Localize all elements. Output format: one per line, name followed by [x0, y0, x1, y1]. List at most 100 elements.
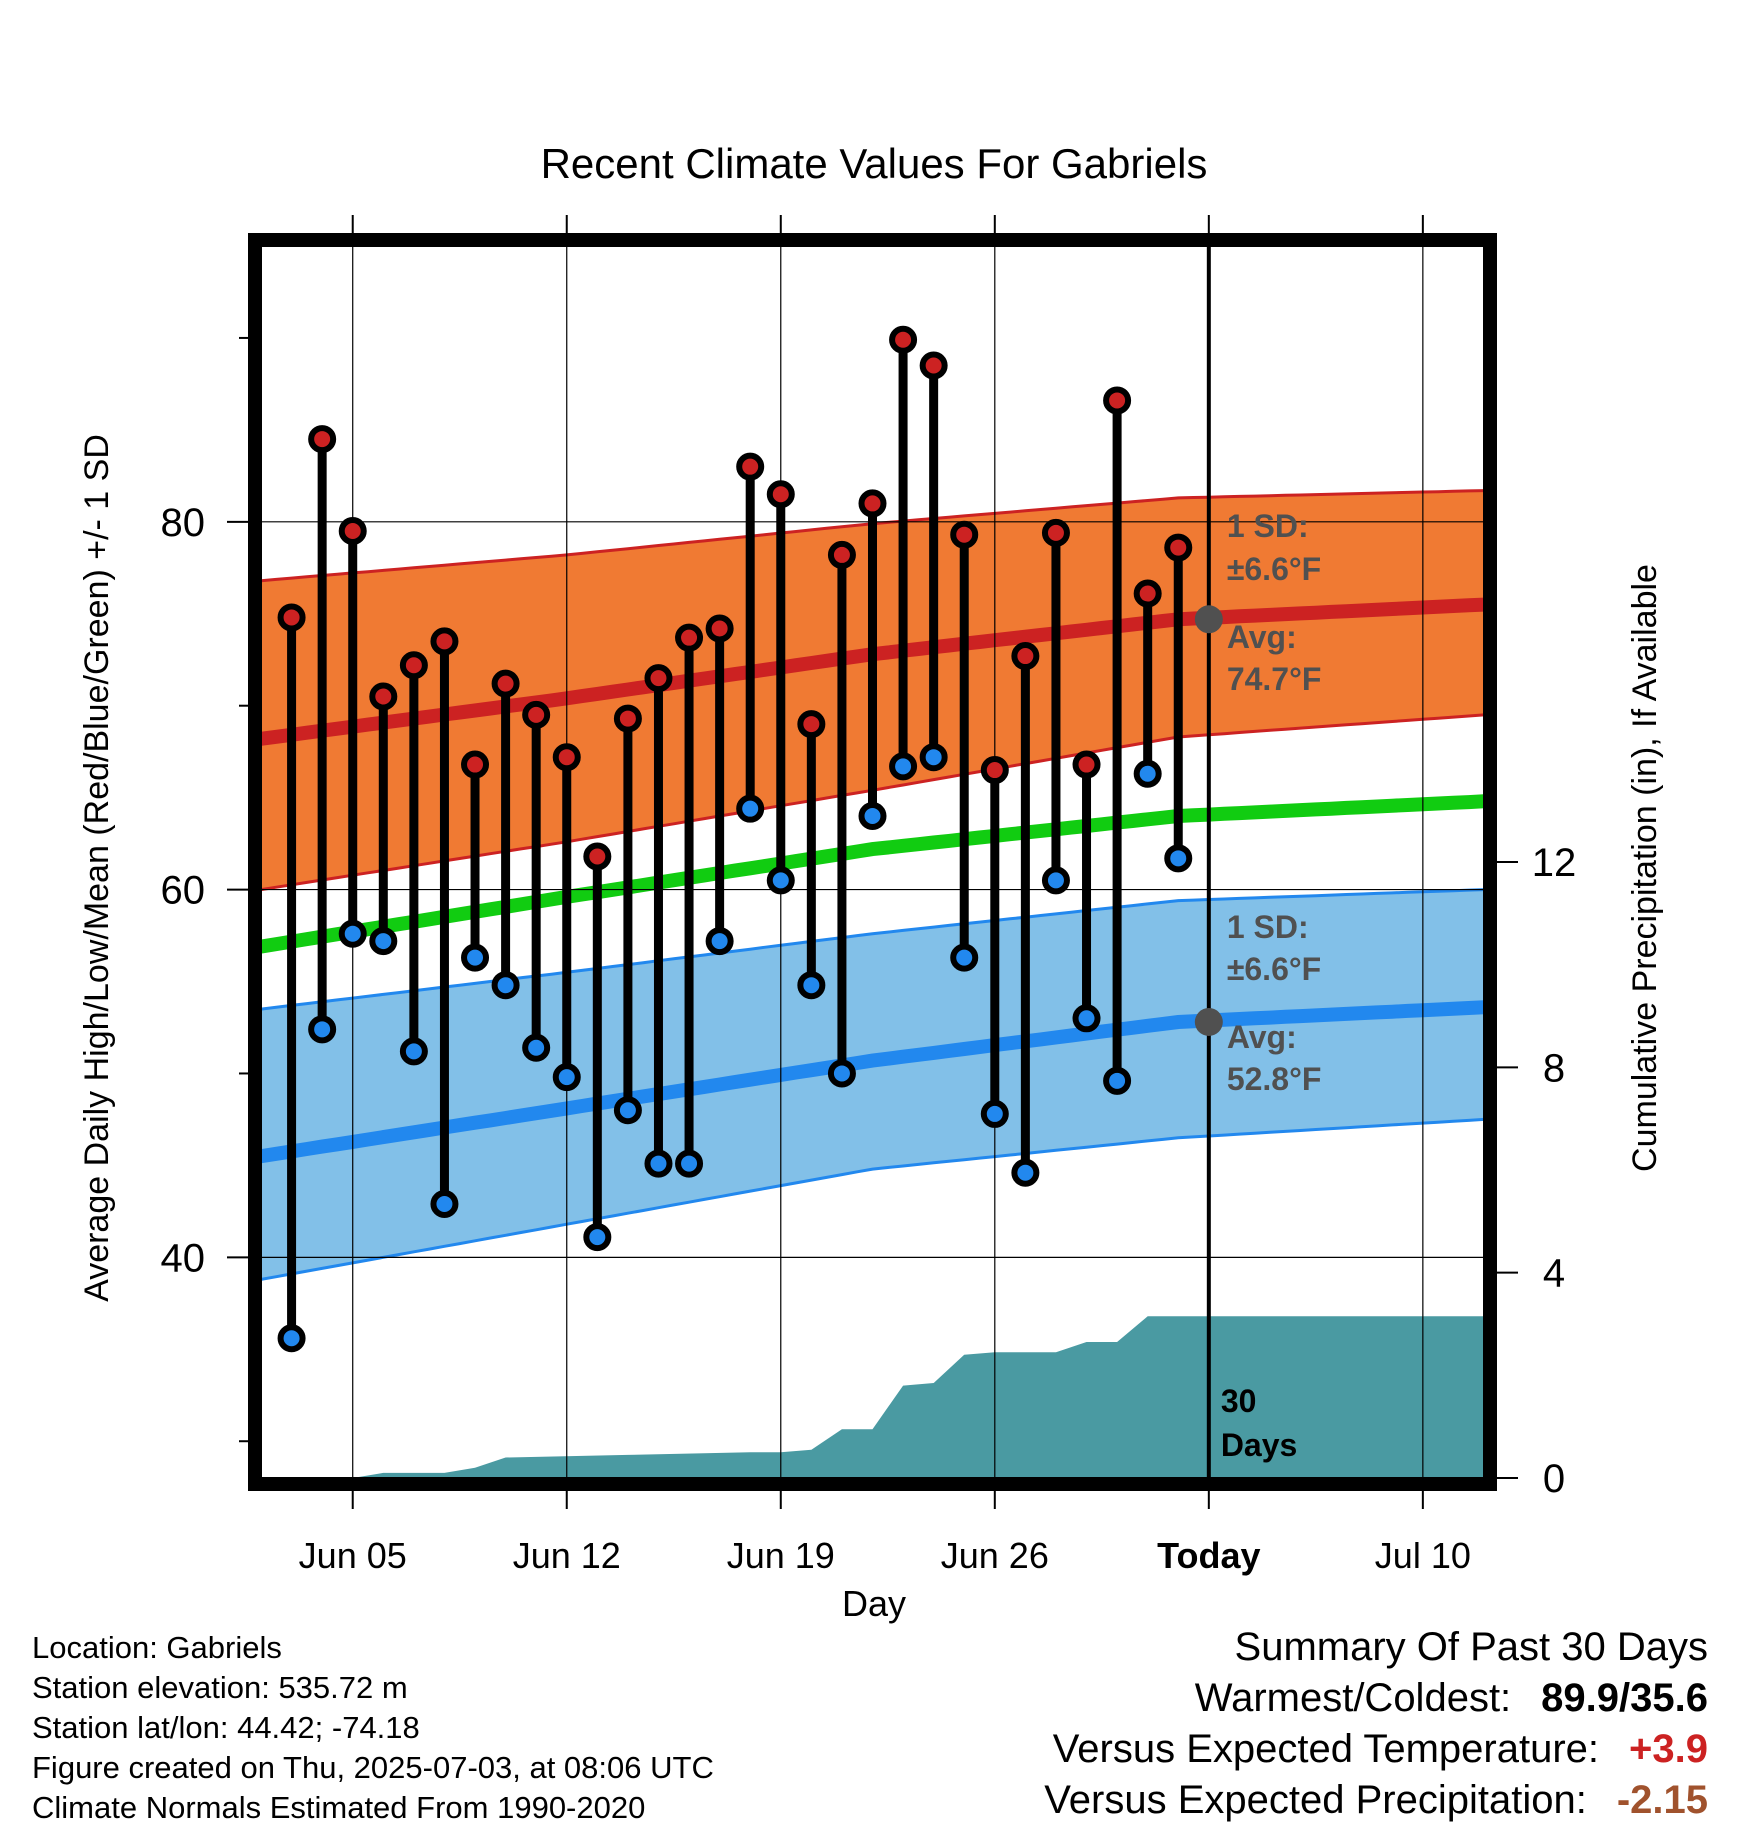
- high-sd-value: ±6.6°F: [1227, 551, 1321, 587]
- daily-high-point: [766, 480, 795, 509]
- daily-low-point: [980, 1099, 1009, 1128]
- summary-title: Summary Of Past 30 Days: [1234, 1625, 1708, 1669]
- precip-area: [261, 1316, 1484, 1478]
- daily-low-point: [1011, 1158, 1040, 1187]
- days-number: 30: [1221, 1383, 1257, 1419]
- daily-low-point: [1041, 866, 1070, 895]
- y-tick-label-right: 12: [1532, 841, 1577, 885]
- x-tick-label: Jun 05: [299, 1535, 407, 1576]
- daily-low-point: [705, 927, 734, 956]
- daily-high-point: [491, 669, 520, 698]
- daily-high-point: [1011, 642, 1040, 671]
- daily-low-point: [613, 1096, 642, 1125]
- summary-precip: Versus Expected Precipitation: -2.15: [1044, 1775, 1708, 1826]
- x-axis-label: Day: [842, 1583, 906, 1624]
- warmest-coldest-value: 89.9/35.6: [1541, 1676, 1708, 1720]
- daily-high-point: [369, 682, 398, 711]
- low-sd-value: ±6.6°F: [1227, 951, 1321, 987]
- high-sd-label: 1 SD:: [1227, 508, 1309, 544]
- summary-warmest-coldest: Warmest/Coldest: 89.9/35.6: [1044, 1673, 1708, 1724]
- daily-low-point: [308, 1015, 337, 1044]
- daily-high-point: [522, 700, 551, 729]
- daily-low-point: [919, 743, 948, 772]
- daily-low-point: [461, 943, 490, 972]
- daily-low-point: [1103, 1066, 1132, 1095]
- low-avg-marker: [1194, 1007, 1223, 1036]
- low-sd-upper-line: [261, 888, 1484, 1011]
- daily-low-point: [827, 1059, 856, 1088]
- daily-high-point: [919, 351, 948, 380]
- x-tick-label: Jul 10: [1375, 1535, 1471, 1576]
- daily-low-point: [277, 1324, 306, 1353]
- daily-high-point: [950, 520, 979, 549]
- daily-high-point: [827, 540, 856, 569]
- daily-high-point: [980, 756, 1009, 785]
- daily-low-point: [583, 1223, 612, 1252]
- daily-high-point: [675, 623, 704, 652]
- daily-high-point: [338, 517, 367, 546]
- daily-low-point: [858, 802, 887, 831]
- created-text: Figure created on Thu, 2025-07-03, at 08…: [32, 1750, 714, 1785]
- y-tick-label-right: 4: [1543, 1252, 1565, 1296]
- daily-high-point: [461, 750, 490, 779]
- daily-low-point: [430, 1190, 459, 1219]
- daily-low-point: [522, 1033, 551, 1062]
- daily-high-point: [858, 489, 887, 518]
- normals-text: Climate Normals Estimated From 1990-2020: [32, 1790, 646, 1825]
- daily-low-point: [552, 1063, 581, 1092]
- location-text: Location: Gabriels: [32, 1630, 282, 1665]
- daily-low-point: [369, 927, 398, 956]
- daily-high-point: [399, 651, 428, 680]
- daily-high-point: [1133, 579, 1162, 608]
- warmest-coldest-label: Warmest/Coldest:: [1194, 1676, 1512, 1720]
- daily-high-point: [430, 627, 459, 656]
- daily-low-point: [889, 752, 918, 781]
- daily-high-point: [1041, 518, 1070, 547]
- latlon-text: Station lat/lon: 44.42; -74.18: [32, 1710, 420, 1745]
- days-word: Days: [1221, 1427, 1298, 1463]
- daily-low-point: [950, 943, 979, 972]
- daily-low-point: [399, 1037, 428, 1066]
- high-avg-marker: [1194, 605, 1223, 634]
- daily-high-point: [705, 614, 734, 643]
- chart-title: Recent Climate Values For Gabriels: [541, 140, 1208, 187]
- daily-high-point: [1164, 533, 1193, 562]
- precip-deviation-label: Versus Expected Precipitation:: [1044, 1778, 1587, 1822]
- temp-deviation-value: +3.9: [1629, 1727, 1708, 1771]
- plot-area: 1 SD: ±6.6°F Avg: 74.7°F 1 SD: ±6.6°F Avg: 52.8…: [161, 215, 1577, 1576]
- x-tick-label: Jun 26: [941, 1535, 1049, 1576]
- daily-high-point: [552, 743, 581, 772]
- daily-low-point: [1164, 844, 1193, 873]
- daily-low-point: [797, 971, 826, 1000]
- daily-high-point: [644, 664, 673, 693]
- daily-high-point: [889, 325, 918, 354]
- daily-high-point: [308, 425, 337, 454]
- normal-low-line: [261, 1000, 1484, 1164]
- plot-frame: [248, 233, 1497, 1491]
- daily-low-point: [338, 919, 367, 948]
- x-tick-label: Jun 19: [727, 1535, 835, 1576]
- daily-low-point: [736, 794, 765, 823]
- y-tick-label-left: 60: [161, 869, 206, 913]
- daily-low-point: [675, 1149, 704, 1178]
- daily-high-point: [1103, 386, 1132, 415]
- y-tick-label-left: 80: [161, 501, 206, 545]
- summary-panel: Summary Of Past 30 Days Warmest/Coldest:…: [1044, 1622, 1708, 1826]
- high-avg-value: 74.7°F: [1227, 661, 1322, 697]
- low-sd-lower-line: [261, 1117, 1484, 1281]
- daily-high-point: [797, 710, 826, 739]
- y-tick-label-right: 0: [1543, 1457, 1565, 1501]
- daily-low-point: [766, 866, 795, 895]
- climate-chart: Recent Climate Values For Gabriels 1 SD:…: [78, 140, 1664, 1624]
- daily-low-point: [1072, 1004, 1101, 1033]
- y-tick-label-left: 40: [161, 1236, 206, 1280]
- precip-deviation-value: -2.15: [1616, 1778, 1708, 1822]
- normal-mean-line: [261, 794, 1484, 954]
- daily-high-point: [1072, 750, 1101, 779]
- y-axis-left-label: Average Daily High/Low/Mean (Red/Blue/Gr…: [78, 434, 116, 1302]
- low-avg-value: 52.8°F: [1227, 1061, 1322, 1097]
- x-tick-label: Today: [1157, 1535, 1260, 1576]
- low-avg-label: Avg:: [1227, 1019, 1297, 1055]
- daily-high-point: [613, 704, 642, 733]
- y-axis-right-label: Cumulative Precipitation (in), If Availa…: [1626, 564, 1664, 1172]
